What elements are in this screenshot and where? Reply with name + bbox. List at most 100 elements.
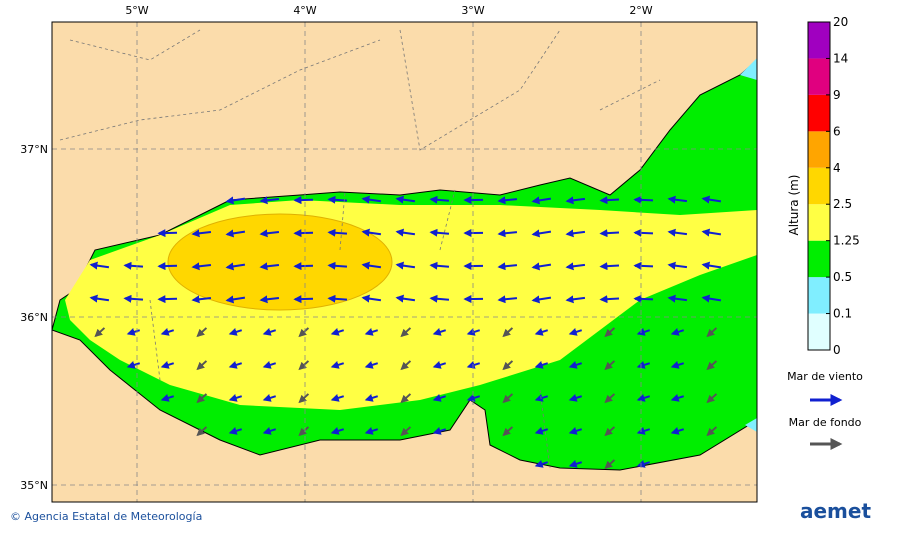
arrow <box>432 427 447 435</box>
colorbar-label: 0 <box>833 343 841 357</box>
sea-orange <box>167 213 393 311</box>
arrow <box>429 228 450 237</box>
arrow <box>126 361 141 369</box>
arrow <box>157 262 178 271</box>
colorbar-band <box>808 58 830 95</box>
arrow <box>228 394 243 402</box>
arrow <box>228 328 243 336</box>
arrow <box>364 394 379 402</box>
colorbar-band <box>808 167 830 205</box>
arrow <box>531 262 552 271</box>
arrow <box>667 294 688 303</box>
arrow <box>225 229 246 238</box>
arrow <box>706 327 718 338</box>
arrow <box>497 295 518 304</box>
arrow <box>262 427 277 435</box>
arrow <box>568 460 583 468</box>
arrow <box>706 360 718 371</box>
colorbar-band <box>808 277 830 314</box>
arrow <box>599 229 620 238</box>
arrow <box>400 393 412 404</box>
arrow <box>259 295 280 304</box>
arrow <box>670 361 685 369</box>
colorbar-band <box>808 204 830 241</box>
arrow <box>502 360 514 371</box>
legend-wind: Mar de viento <box>787 370 863 383</box>
arrow <box>298 327 310 338</box>
arrow <box>429 294 450 303</box>
lat-label: 37°N <box>20 143 48 156</box>
arrow <box>361 228 382 237</box>
arrow <box>395 294 416 303</box>
lon-label: 3°W <box>461 4 484 17</box>
arrow <box>604 393 616 404</box>
lon-label: 4°W <box>293 4 316 17</box>
arrow <box>196 360 208 371</box>
legend-swell: Mar de fondo <box>789 416 862 429</box>
arrow <box>466 361 481 369</box>
arrow <box>701 294 722 303</box>
arrow <box>160 328 175 336</box>
colorbar-band <box>808 313 830 350</box>
arrow <box>599 295 620 304</box>
colorbar-label: 20 <box>833 15 848 29</box>
arrow <box>259 262 280 271</box>
colorbar-label: 0.1 <box>833 307 852 321</box>
arrow <box>293 196 314 205</box>
arrow <box>123 294 144 303</box>
arrow <box>531 196 552 205</box>
arrow <box>361 294 382 303</box>
arrow <box>196 327 208 338</box>
arrow <box>568 361 583 369</box>
arrow <box>565 295 586 304</box>
colorbar-label: 0.5 <box>833 270 852 284</box>
arrow <box>126 328 141 336</box>
arrow <box>497 196 518 205</box>
arrow <box>395 261 416 270</box>
arrow <box>636 361 651 369</box>
arrow <box>262 394 277 402</box>
arrow <box>196 393 208 404</box>
arrow <box>327 261 348 270</box>
arrow <box>568 328 583 336</box>
arrow <box>160 394 175 402</box>
arrow <box>157 295 178 304</box>
arrow <box>502 327 514 338</box>
arrow <box>633 195 654 204</box>
arrow <box>670 394 685 402</box>
arrow <box>534 328 549 336</box>
arrow <box>497 262 518 271</box>
arrow <box>633 228 654 237</box>
arrow <box>400 327 412 338</box>
arrow <box>429 261 450 270</box>
arrow <box>228 361 243 369</box>
arrow <box>531 229 552 238</box>
arrow <box>599 196 620 205</box>
arrow <box>502 393 514 404</box>
arrow <box>701 261 722 270</box>
arrow <box>298 393 310 404</box>
arrow <box>466 328 481 336</box>
arrow <box>327 228 348 237</box>
arrow <box>534 394 549 402</box>
arrow <box>568 427 583 435</box>
arrow <box>330 328 345 336</box>
arrow <box>636 460 651 468</box>
arrow <box>327 294 348 303</box>
lat-label: 36°N <box>20 311 48 324</box>
arrow <box>604 360 616 371</box>
arrow <box>293 229 314 238</box>
colorbar-label: 1.25 <box>833 234 860 248</box>
colorbar-label: 2.5 <box>833 197 852 211</box>
arrow <box>565 196 586 205</box>
arrow <box>534 460 549 468</box>
map <box>52 22 757 502</box>
arrow <box>670 328 685 336</box>
arrow <box>361 195 382 204</box>
arrow <box>568 394 583 402</box>
arrow <box>432 361 447 369</box>
arrow <box>89 261 110 270</box>
colorbar-band <box>808 240 830 278</box>
arrow <box>531 295 552 304</box>
arrow <box>330 361 345 369</box>
